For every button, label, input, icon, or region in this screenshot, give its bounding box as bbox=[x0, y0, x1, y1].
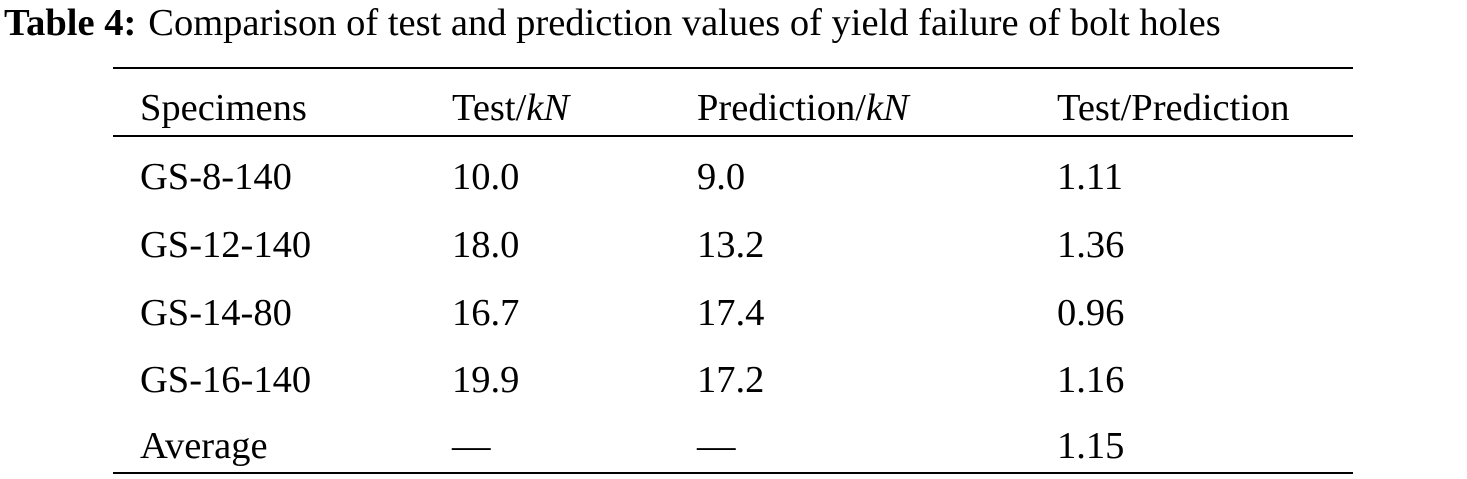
table-cell: 1.11 bbox=[1057, 156, 1123, 198]
header-unit: kN bbox=[526, 87, 570, 129]
header-text: Specimens bbox=[140, 87, 307, 129]
table-cell: 17.2 bbox=[697, 359, 765, 401]
table-cell: 0.96 bbox=[1057, 292, 1125, 334]
top-rule bbox=[113, 67, 1353, 69]
table-cell: 17.4 bbox=[697, 292, 765, 334]
header-cell: Specimens bbox=[140, 85, 307, 131]
header-unit: kN bbox=[865, 87, 909, 129]
header-text: Test/ bbox=[452, 87, 527, 129]
table-cell: 1.36 bbox=[1057, 224, 1125, 266]
table-cell: 10.0 bbox=[452, 156, 520, 198]
header-cell: Test/kN bbox=[452, 85, 569, 131]
table-cell: 1.16 bbox=[1057, 359, 1125, 401]
table-cell: — bbox=[697, 425, 736, 467]
table-cell: GS-8-140 bbox=[140, 156, 292, 198]
table-cell: 9.0 bbox=[697, 156, 746, 198]
table-cell: 16.7 bbox=[452, 292, 520, 334]
table-cell: 18.0 bbox=[452, 224, 520, 266]
table-cell: 19.9 bbox=[452, 359, 520, 401]
header-text: Prediction/ bbox=[697, 87, 866, 129]
caption-text: Comparison of test and prediction values… bbox=[148, 2, 1221, 44]
header-cell: Test/Prediction bbox=[1057, 85, 1290, 131]
table-cell: GS-14-80 bbox=[140, 292, 292, 334]
caption: Table 4: Comparison of test and predictio… bbox=[4, 0, 1221, 46]
table-cell: GS-12-140 bbox=[140, 224, 312, 266]
mid-rule bbox=[113, 135, 1353, 137]
table-cell: Average bbox=[140, 425, 268, 467]
table-cell: — bbox=[452, 425, 491, 467]
caption-label: Table 4: bbox=[4, 2, 137, 44]
table-cell: 1.15 bbox=[1057, 425, 1125, 467]
header-cell: Prediction/kN bbox=[697, 85, 909, 131]
bottom-rule bbox=[113, 472, 1353, 474]
table-cell: 13.2 bbox=[697, 224, 765, 266]
header-text: Test/Prediction bbox=[1057, 87, 1290, 129]
table-cell: GS-16-140 bbox=[140, 359, 312, 401]
